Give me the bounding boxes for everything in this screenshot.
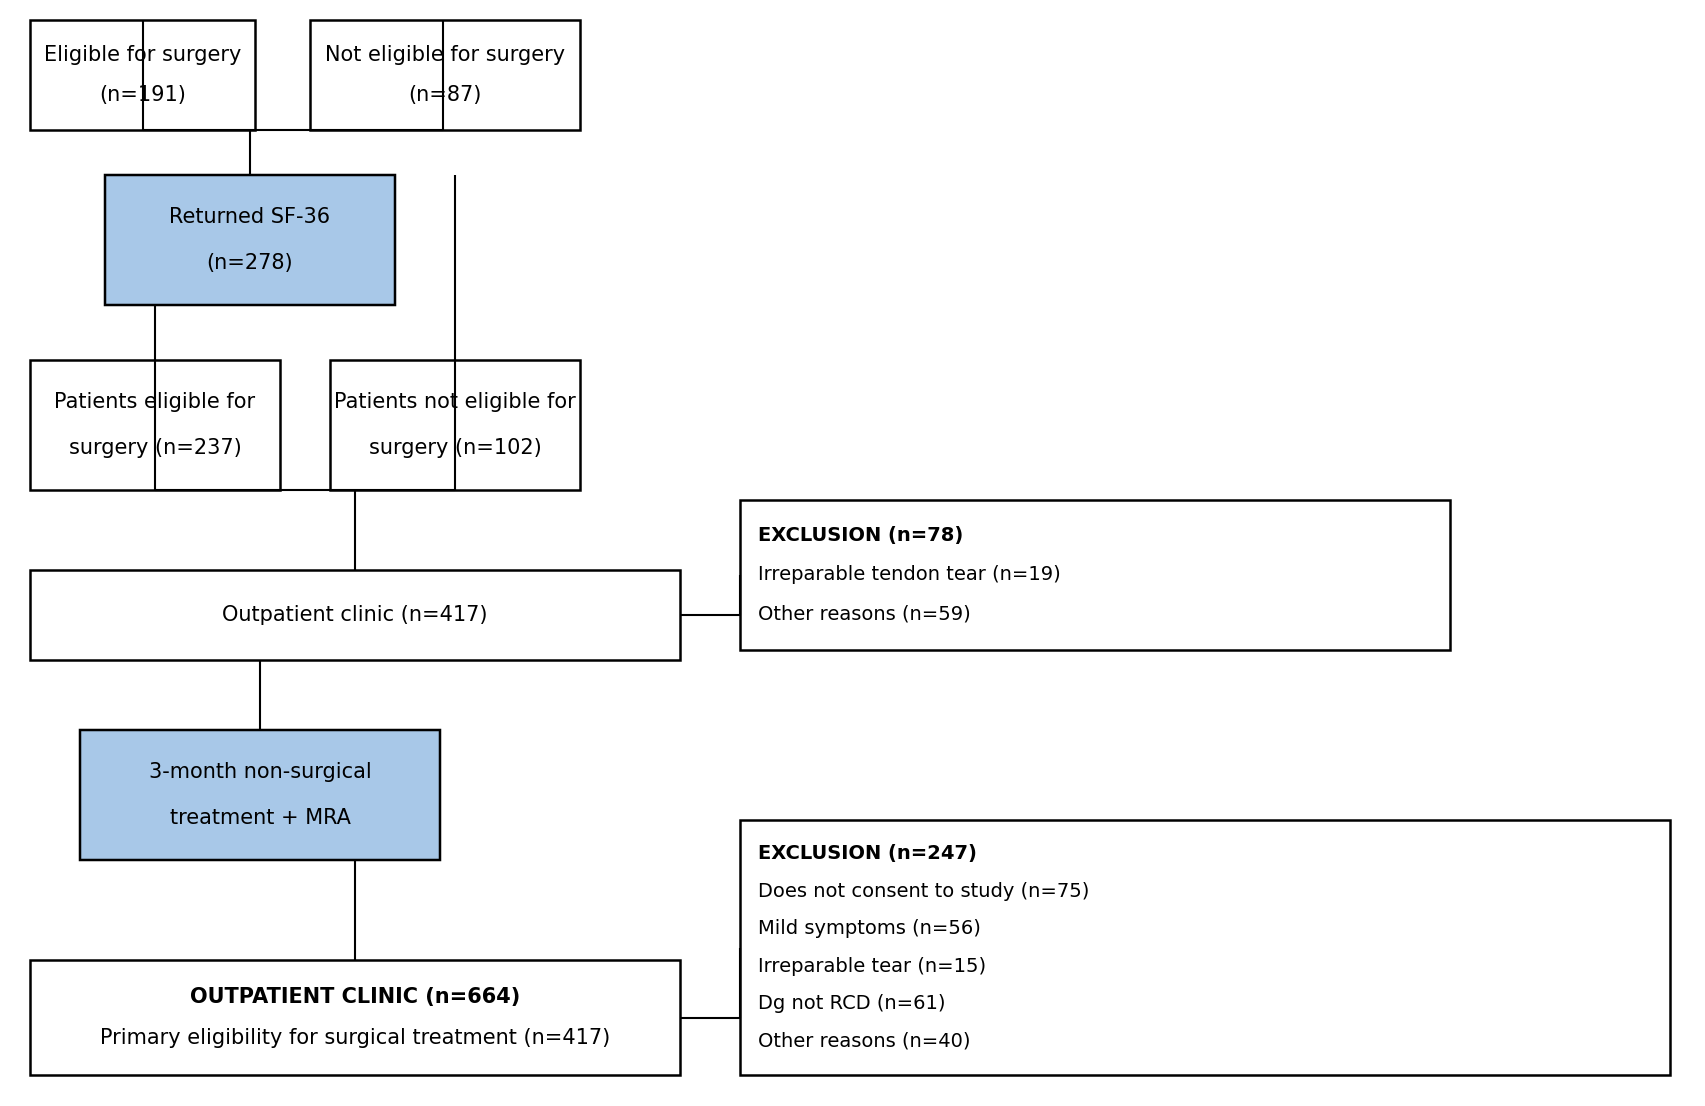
Text: OUTPATIENT CLINIC (n=664): OUTPATIENT CLINIC (n=664)	[189, 987, 520, 1006]
Text: EXCLUSION (n=78): EXCLUSION (n=78)	[757, 526, 963, 545]
Text: Irreparable tendon tear (n=19): Irreparable tendon tear (n=19)	[757, 565, 1061, 584]
Text: Patients eligible for: Patients eligible for	[55, 392, 256, 411]
Text: 3-month non-surgical: 3-month non-surgical	[148, 762, 372, 782]
Text: Mild symptoms (n=56): Mild symptoms (n=56)	[757, 919, 980, 938]
FancyBboxPatch shape	[310, 20, 580, 131]
FancyBboxPatch shape	[31, 960, 680, 1075]
Text: Returned SF-36: Returned SF-36	[169, 207, 331, 227]
Text: Primary eligibility for surgical treatment (n=417): Primary eligibility for surgical treatme…	[101, 1029, 610, 1048]
Text: Patients not eligible for: Patients not eligible for	[334, 392, 576, 411]
FancyBboxPatch shape	[106, 175, 396, 305]
Text: surgery (n=237): surgery (n=237)	[68, 438, 240, 458]
Text: EXCLUSION (n=247): EXCLUSION (n=247)	[757, 844, 977, 864]
Text: Irreparable tear (n=15): Irreparable tear (n=15)	[757, 957, 985, 975]
FancyBboxPatch shape	[31, 20, 254, 131]
FancyBboxPatch shape	[329, 359, 580, 490]
FancyBboxPatch shape	[80, 730, 440, 860]
FancyBboxPatch shape	[31, 570, 680, 660]
Text: (n=278): (n=278)	[206, 253, 293, 273]
Text: (n=191): (n=191)	[99, 85, 186, 105]
Text: Not eligible for surgery: Not eligible for surgery	[324, 45, 564, 65]
Text: Dg not RCD (n=61): Dg not RCD (n=61)	[757, 994, 945, 1013]
Text: Other reasons (n=59): Other reasons (n=59)	[757, 605, 970, 624]
Text: Does not consent to study (n=75): Does not consent to study (n=75)	[757, 881, 1089, 900]
Text: Eligible for surgery: Eligible for surgery	[44, 45, 240, 65]
FancyBboxPatch shape	[31, 359, 280, 490]
Text: Outpatient clinic (n=417): Outpatient clinic (n=417)	[222, 605, 488, 625]
Text: treatment + MRA: treatment + MRA	[169, 808, 350, 828]
FancyBboxPatch shape	[740, 500, 1449, 650]
Text: surgery (n=102): surgery (n=102)	[368, 438, 540, 458]
FancyBboxPatch shape	[740, 820, 1669, 1075]
Text: Other reasons (n=40): Other reasons (n=40)	[757, 1032, 970, 1051]
Text: (n=87): (n=87)	[407, 85, 481, 105]
